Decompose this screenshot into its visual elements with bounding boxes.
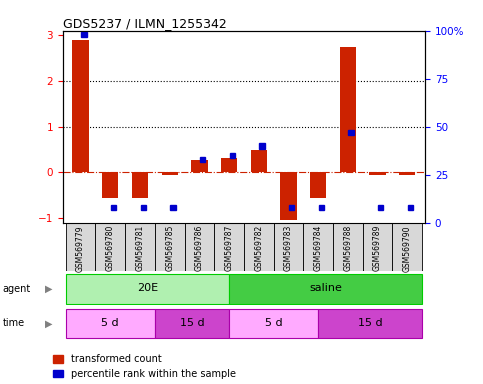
Bar — [229, 153, 235, 158]
Text: GSM569781: GSM569781 — [136, 225, 144, 271]
Text: 5 d: 5 d — [101, 318, 119, 328]
Text: GSM569789: GSM569789 — [373, 225, 382, 271]
Bar — [66, 309, 155, 338]
Text: 15 d: 15 d — [180, 318, 204, 328]
Bar — [259, 143, 265, 149]
Bar — [111, 205, 116, 210]
Bar — [348, 130, 354, 135]
Bar — [378, 205, 384, 210]
Bar — [125, 223, 155, 271]
Text: GSM569783: GSM569783 — [284, 225, 293, 271]
Text: GSM569790: GSM569790 — [403, 225, 412, 271]
Bar — [319, 205, 324, 210]
Text: ▶: ▶ — [45, 318, 53, 328]
Bar — [303, 223, 333, 271]
Text: GSM569782: GSM569782 — [254, 225, 263, 271]
Bar — [185, 223, 214, 271]
Legend: transformed count, percentile rank within the sample: transformed count, percentile rank withi… — [53, 354, 236, 379]
Bar — [170, 205, 176, 210]
Bar — [214, 223, 244, 271]
Bar — [66, 274, 229, 304]
Bar — [273, 223, 303, 271]
Text: GSM569785: GSM569785 — [165, 225, 174, 271]
Bar — [289, 205, 295, 210]
Text: GSM569784: GSM569784 — [313, 225, 323, 271]
Text: saline: saline — [309, 283, 342, 293]
Text: 5 d: 5 d — [265, 318, 283, 328]
Text: 15 d: 15 d — [358, 318, 383, 328]
Bar — [408, 205, 413, 210]
Bar — [96, 223, 125, 271]
Bar — [399, 172, 415, 175]
Bar — [102, 172, 118, 198]
Bar — [333, 223, 363, 271]
Bar — [229, 274, 422, 304]
Bar — [310, 172, 327, 198]
Text: GSM569780: GSM569780 — [106, 225, 115, 271]
Bar — [72, 40, 89, 172]
Text: GSM569787: GSM569787 — [225, 225, 234, 271]
Bar — [141, 205, 146, 210]
Bar — [155, 309, 229, 338]
Text: agent: agent — [2, 284, 30, 294]
Bar — [161, 172, 178, 175]
Bar — [221, 158, 237, 172]
Bar — [369, 172, 386, 175]
Bar — [132, 172, 148, 198]
Bar — [66, 223, 96, 271]
Bar — [340, 47, 356, 172]
Bar — [318, 309, 422, 338]
Bar — [229, 309, 318, 338]
Text: 20E: 20E — [137, 283, 158, 293]
Bar — [251, 151, 267, 172]
Text: GSM569786: GSM569786 — [195, 225, 204, 271]
Bar — [200, 157, 205, 162]
Bar — [363, 223, 392, 271]
Text: time: time — [2, 318, 25, 328]
Bar — [280, 172, 297, 220]
Text: ▶: ▶ — [45, 284, 53, 294]
Bar — [81, 32, 86, 37]
Bar — [191, 160, 208, 172]
Bar — [244, 223, 273, 271]
Bar — [155, 223, 185, 271]
Text: GSM569779: GSM569779 — [76, 225, 85, 271]
Bar — [392, 223, 422, 271]
Text: GSM569788: GSM569788 — [343, 225, 352, 271]
Text: GDS5237 / ILMN_1255342: GDS5237 / ILMN_1255342 — [63, 17, 227, 30]
